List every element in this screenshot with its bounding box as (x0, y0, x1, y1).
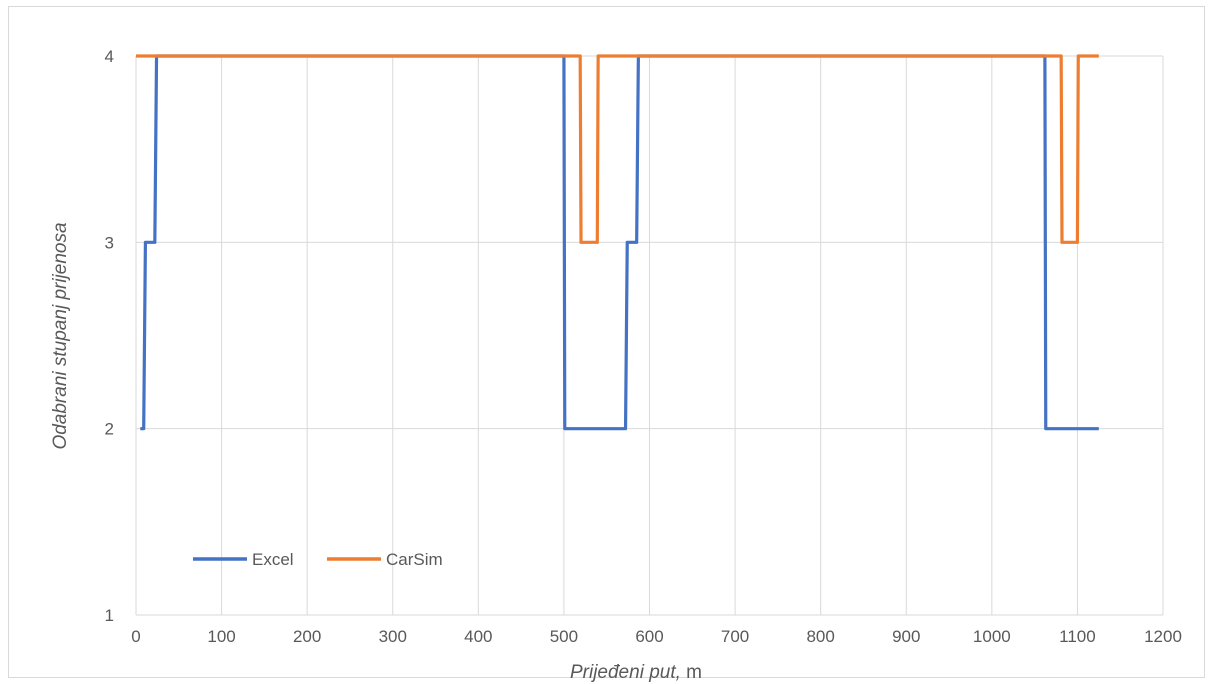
x-tick-label: 0 (131, 627, 140, 646)
series-line-carsim (136, 54, 1099, 244)
x-tick-label: 1100 (1059, 627, 1096, 646)
gridlines (135, 55, 1164, 616)
legend-label-carsim: CarSim (386, 550, 443, 569)
x-axis-title-unit: m (681, 662, 702, 683)
series-layer (136, 54, 1099, 431)
x-tick-label: 600 (635, 627, 663, 646)
x-tick-label: 200 (293, 627, 321, 646)
y-tick-label: 1 (105, 606, 114, 625)
y-tick-label: 4 (105, 47, 114, 66)
x-tick-labels: 0 100 200 300 400 500 600 700 800 900 1000 1100 1200 (131, 627, 1182, 646)
x-tick-label: 1000 (973, 627, 1011, 646)
x-tick-label: 500 (550, 627, 578, 646)
y-tick-labels: 1 2 3 4 (105, 47, 114, 625)
x-tick-label: 700 (721, 627, 749, 646)
x-tick-label: 800 (806, 627, 834, 646)
x-axis-title: Prijeđeni put, m (570, 662, 702, 683)
y-tick-label: 3 (105, 233, 114, 252)
legend: Excel CarSim (193, 550, 443, 569)
x-axis-title-main: Prijeđeni put, (570, 662, 681, 683)
y-axis-title: Odabrani stupanj prijenosa (50, 222, 71, 449)
x-tick-label: 900 (892, 627, 920, 646)
legend-label-excel: Excel (252, 550, 294, 569)
x-tick-label: 300 (379, 627, 407, 646)
x-tick-label: 100 (207, 627, 235, 646)
x-tick-label: 1200 (1144, 627, 1182, 646)
y-tick-label: 2 (105, 420, 114, 439)
chart-frame (8, 6, 1205, 678)
x-tick-label: 400 (464, 627, 492, 646)
